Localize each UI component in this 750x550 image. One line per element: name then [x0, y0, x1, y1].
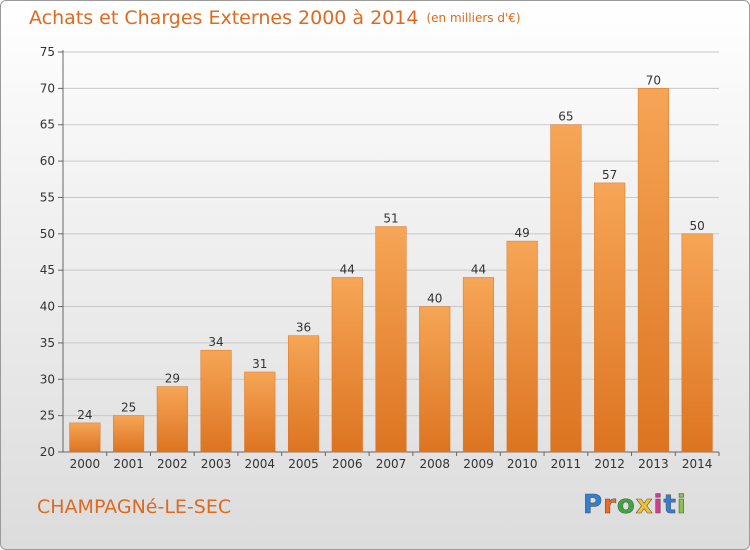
data-label: 36	[296, 321, 311, 335]
x-tick-label: 2002	[157, 457, 188, 471]
bar	[331, 277, 363, 453]
logo-letter: t	[663, 490, 677, 521]
proxiti-logo: Proxiti	[583, 490, 687, 521]
bar	[244, 371, 276, 453]
y-tick-label: 40	[40, 300, 55, 314]
data-label: 24	[77, 408, 92, 422]
logo-letter: o	[616, 490, 636, 521]
y-tick-label: 45	[40, 263, 55, 277]
y-tick-label: 20	[40, 445, 55, 459]
bar	[594, 182, 626, 453]
x-tick-label: 2012	[594, 457, 625, 471]
y-tick-label: 70	[40, 81, 55, 95]
logo-letter: x	[635, 490, 654, 521]
bar	[287, 335, 320, 453]
data-label: 57	[602, 168, 617, 182]
y-tick-label: 65	[40, 118, 55, 132]
y-tick-label: 25	[40, 409, 55, 423]
bar	[462, 277, 495, 453]
bar	[681, 233, 713, 453]
x-tick-label: 2013	[638, 457, 669, 471]
x-tick-label: 2009	[463, 457, 494, 471]
bar	[200, 349, 232, 453]
chart-title-text: Achats et Charges Externes 2000 à 2014	[29, 7, 419, 29]
bars	[69, 88, 713, 453]
x-tick-label: 2008	[419, 457, 450, 471]
data-label: 70	[646, 73, 661, 87]
x-tick-label: 2003	[201, 457, 232, 471]
data-label: 49	[515, 226, 530, 240]
bar	[550, 124, 582, 453]
logo-letter: P	[583, 490, 604, 521]
bar	[375, 226, 407, 453]
data-label: 65	[558, 110, 573, 124]
commune-name: CHAMPAGNé-LE-SEC	[37, 496, 232, 518]
bar	[156, 386, 188, 453]
data-labels: 24 25 29 34 31 36 44 51 40 44 49 65 57 70 50	[77, 73, 705, 422]
x-tick-label: 2005	[288, 457, 319, 471]
bar	[506, 240, 538, 453]
y-tick-label: 30	[40, 372, 55, 386]
bar	[69, 422, 101, 453]
x-tick-label: 2010	[507, 457, 538, 471]
data-label: 29	[165, 372, 180, 386]
logo-letter: i	[676, 490, 687, 521]
axes: 20 25 30 35 40 45 50 55 60 65 70 75 2000 2001 2002 2003…	[40, 45, 720, 471]
y-tick-label: 50	[40, 227, 55, 241]
x-tick-label: 2000	[70, 457, 101, 471]
data-label: 51	[383, 212, 398, 226]
y-tick-label: 75	[40, 45, 55, 59]
y-tick-label: 35	[40, 336, 55, 350]
logo-letter: i	[653, 490, 664, 521]
y-tick-label: 55	[40, 190, 55, 204]
bar	[113, 415, 145, 453]
bar	[419, 306, 451, 453]
logo-letter: r	[603, 490, 617, 521]
chart-title: Achats et Charges Externes 2000 à 2014 (e…	[29, 7, 521, 29]
bar	[637, 88, 669, 453]
x-tick-label: 2001	[113, 457, 144, 471]
data-label: 34	[208, 335, 223, 349]
x-tick-label: 2014	[682, 457, 713, 471]
data-label: 31	[252, 357, 267, 371]
x-tick-label: 2004	[245, 457, 276, 471]
y-tick-label: 60	[40, 154, 55, 168]
data-label: 50	[689, 219, 704, 233]
x-tick-label: 2007	[376, 457, 407, 471]
x-tick-label: 2011	[551, 457, 582, 471]
data-label: 40	[427, 292, 442, 306]
data-label: 25	[121, 401, 136, 415]
data-label: 44	[471, 262, 486, 276]
data-label: 44	[340, 262, 355, 276]
x-tick-label: 2006	[332, 457, 363, 471]
chart-subtitle: (en milliers d'€)	[426, 11, 521, 25]
